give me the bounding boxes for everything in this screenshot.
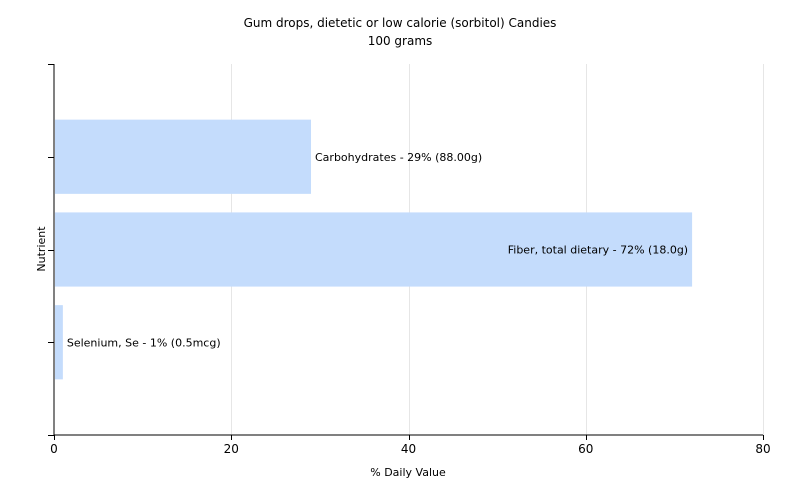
- bar: [55, 305, 63, 380]
- bar: [55, 212, 693, 287]
- bar-label: Fiber, total dietary - 72% (18.0g): [508, 244, 688, 257]
- bar: [55, 119, 312, 194]
- x-tick-label: 60: [578, 442, 593, 456]
- chart-title: Gum drops, dietetic or low calorie (sorb…: [244, 16, 557, 30]
- label-layer: Carbohydrates - 29% (88.00g) Fiber, total…: [67, 151, 688, 350]
- chart-subtitle: 100 grams: [368, 34, 433, 48]
- bar-layer: [55, 119, 693, 380]
- bar-label: Carbohydrates - 29% (88.00g): [315, 151, 482, 164]
- axis-layer: 0 20 40 60 80: [48, 64, 771, 456]
- bar-label: Selenium, Se - 1% (0.5mcg): [67, 336, 221, 349]
- x-tick-label: 40: [401, 442, 416, 456]
- x-tick-label: 0: [50, 442, 58, 456]
- y-axis-title: Nutrient: [35, 226, 48, 272]
- x-tick-label: 80: [755, 442, 770, 456]
- x-tick-label: 20: [224, 442, 239, 456]
- x-axis-title: % Daily Value: [370, 466, 446, 479]
